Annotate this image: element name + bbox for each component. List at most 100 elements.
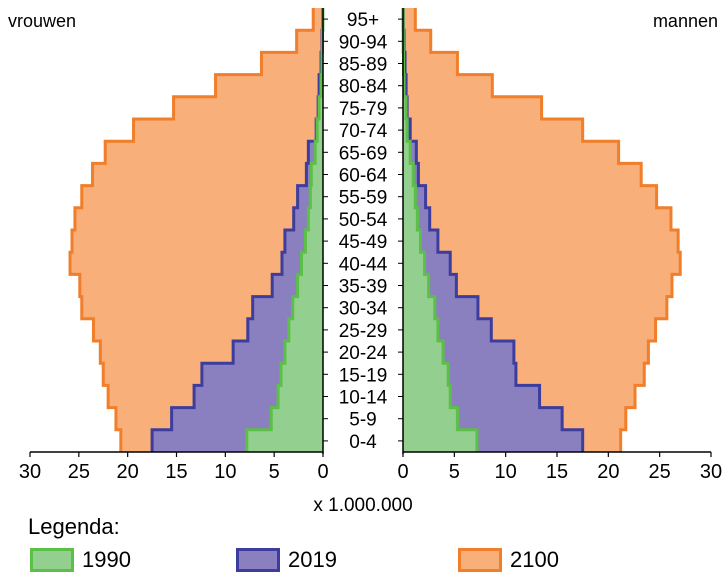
bar-mannen-1990-40-44 — [403, 252, 425, 275]
legend-label-1990: 1990 — [82, 547, 131, 572]
bar-vrouwen-1990-50-54 — [308, 207, 323, 231]
age-label: 65-69 — [339, 143, 388, 164]
bar-mannen-1990-70-74 — [403, 119, 408, 142]
bar-vrouwen-1990-10-14 — [278, 385, 323, 408]
age-label: 30-34 — [339, 299, 388, 320]
bar-mannen-2100-95+ — [403, 8, 416, 31]
age-label: 50-54 — [339, 210, 388, 231]
bar-vrouwen-1990-5-9 — [271, 407, 323, 431]
x-tick-label-right: 20 — [597, 461, 619, 483]
bar-mannen-2100-35-39 — [403, 274, 672, 297]
x-tick-label-left: 5 — [269, 461, 280, 483]
bar-mannen-2100-75-79 — [403, 96, 542, 120]
age-label: 80-84 — [339, 77, 388, 98]
bar-mannen-2100-65-69 — [403, 141, 619, 164]
bar-vrouwen-1990-20-24 — [284, 341, 323, 364]
bar-mannen-1990-25-29 — [403, 318, 438, 342]
age-label: 70-74 — [339, 121, 388, 142]
age-label: 0-4 — [349, 432, 377, 453]
bar-vrouwen-2100-70-74 — [133, 119, 323, 142]
bar-mannen-1990-45-49 — [403, 230, 421, 253]
x-tick-label-right: 25 — [649, 461, 671, 483]
x-tick-label-left: 30 — [19, 461, 41, 483]
x-tick-label-left: 0 — [317, 461, 328, 483]
legend-title: Legenda: — [28, 514, 120, 539]
bar-vrouwen-2100-80-84 — [215, 74, 323, 98]
outline-vrouwen-1990 — [245, 8, 325, 452]
bar-mannen-2100-60-64 — [403, 163, 642, 186]
bar-vrouwen-1990-70-74 — [317, 119, 323, 142]
bar-vrouwen-2100-65-69 — [105, 141, 323, 164]
legend-swatch-2019 — [236, 548, 280, 572]
x-tick-label-right: 30 — [700, 461, 722, 483]
legend-item-2100: 2100 — [458, 546, 559, 574]
outline-vrouwen-2100 — [68, 8, 315, 452]
x-tick-label-left: 20 — [117, 461, 139, 483]
age-label: 35-39 — [339, 277, 388, 298]
bar-vrouwen-1990-75-79 — [319, 96, 323, 120]
bar-vrouwen-2100-35-39 — [79, 274, 323, 297]
age-label: 45-49 — [339, 232, 388, 253]
bar-vrouwen-1990-60-64 — [311, 163, 323, 186]
bar-mannen-1990-20-24 — [403, 341, 444, 364]
legend-item-2019: 2019 — [236, 546, 337, 574]
age-label: 5-9 — [349, 410, 376, 431]
bar-vrouwen-2100-95+ — [313, 8, 323, 31]
age-labels: 0-45-910-1415-1920-2425-2930-3435-3940-4… — [323, 10, 403, 453]
bar-mannen-2100-50-54 — [403, 207, 671, 231]
bar-vrouwen-1990-35-39 — [297, 274, 323, 297]
x-tick-label-right: 10 — [495, 461, 517, 483]
bar-mannen-1990-0-4 — [403, 429, 477, 453]
bar-vrouwen-1990-30-34 — [292, 296, 323, 320]
unit-label: x 1.000.000 — [313, 495, 412, 516]
bar-mannen-2100-90-94 — [403, 30, 431, 53]
age-label: 15-19 — [339, 365, 388, 386]
bar-vrouwen-1990-25-29 — [288, 318, 323, 342]
bar-mannen-1990-30-34 — [403, 296, 435, 320]
age-label: 25-29 — [339, 321, 388, 342]
age-label: 85-89 — [339, 55, 388, 76]
age-label: 90-94 — [339, 32, 388, 53]
outline-mannen-2100 — [413, 8, 682, 452]
age-label: 10-14 — [339, 388, 388, 409]
legend-label-2100: 2100 — [510, 547, 559, 572]
age-label: 75-79 — [339, 99, 388, 120]
bar-mannen-1990-65-69 — [403, 141, 411, 164]
bar-vrouwen-2100-75-79 — [173, 96, 323, 120]
bar-vrouwen-2100-85-89 — [261, 52, 323, 75]
bar-vrouwen-1990-0-4 — [246, 429, 323, 453]
outline-vrouwen-2019 — [150, 8, 325, 452]
bar-mannen-1990-50-54 — [403, 207, 418, 231]
bar-vrouwen-2100-90-94 — [296, 30, 323, 53]
bar-mannen-1990-35-39 — [403, 274, 429, 297]
age-label: 40-44 — [339, 254, 388, 275]
age-label: 60-64 — [339, 166, 388, 187]
age-label: 20-24 — [339, 343, 388, 364]
bar-mannen-1990-5-9 — [403, 407, 458, 431]
bar-mannen-2100-85-89 — [403, 52, 458, 75]
bar-mannen-2100-55-59 — [403, 185, 657, 209]
age-label: 95+ — [347, 10, 379, 31]
tick-labels: 30 25 20 15 10 5 0 0 5 10 15 20 25 30 — [19, 452, 722, 483]
side-label-mannen: mannen — [653, 11, 718, 31]
legend-item-1990: 1990 — [30, 546, 131, 574]
x-tick-label-left: 25 — [68, 461, 90, 483]
bar-mannen-1990-75-79 — [403, 96, 407, 120]
bar-mannen-1990-60-64 — [403, 163, 414, 186]
bar-vrouwen-1990-45-49 — [305, 230, 323, 253]
legend-swatch-1990 — [30, 548, 74, 572]
bar-vrouwen-1990-15-19 — [281, 363, 323, 386]
bar-mannen-2100-45-49 — [403, 230, 679, 253]
x-tick-label-left: 15 — [165, 461, 187, 483]
legend-label-2019: 2019 — [288, 547, 337, 572]
bar-mannen-1990-15-19 — [403, 363, 449, 386]
bar-mannen-2100-70-74 — [403, 119, 583, 142]
bar-vrouwen-2100-60-64 — [92, 163, 323, 186]
side-label-vrouwen: vrouwen — [8, 11, 76, 31]
bar-vrouwen-1990-65-69 — [315, 141, 323, 164]
outline-mannen-2019 — [401, 8, 585, 452]
pyramid-bars — [68, 8, 682, 453]
legend-swatch-2100 — [458, 548, 502, 572]
bar-mannen-1990-55-59 — [403, 185, 416, 209]
